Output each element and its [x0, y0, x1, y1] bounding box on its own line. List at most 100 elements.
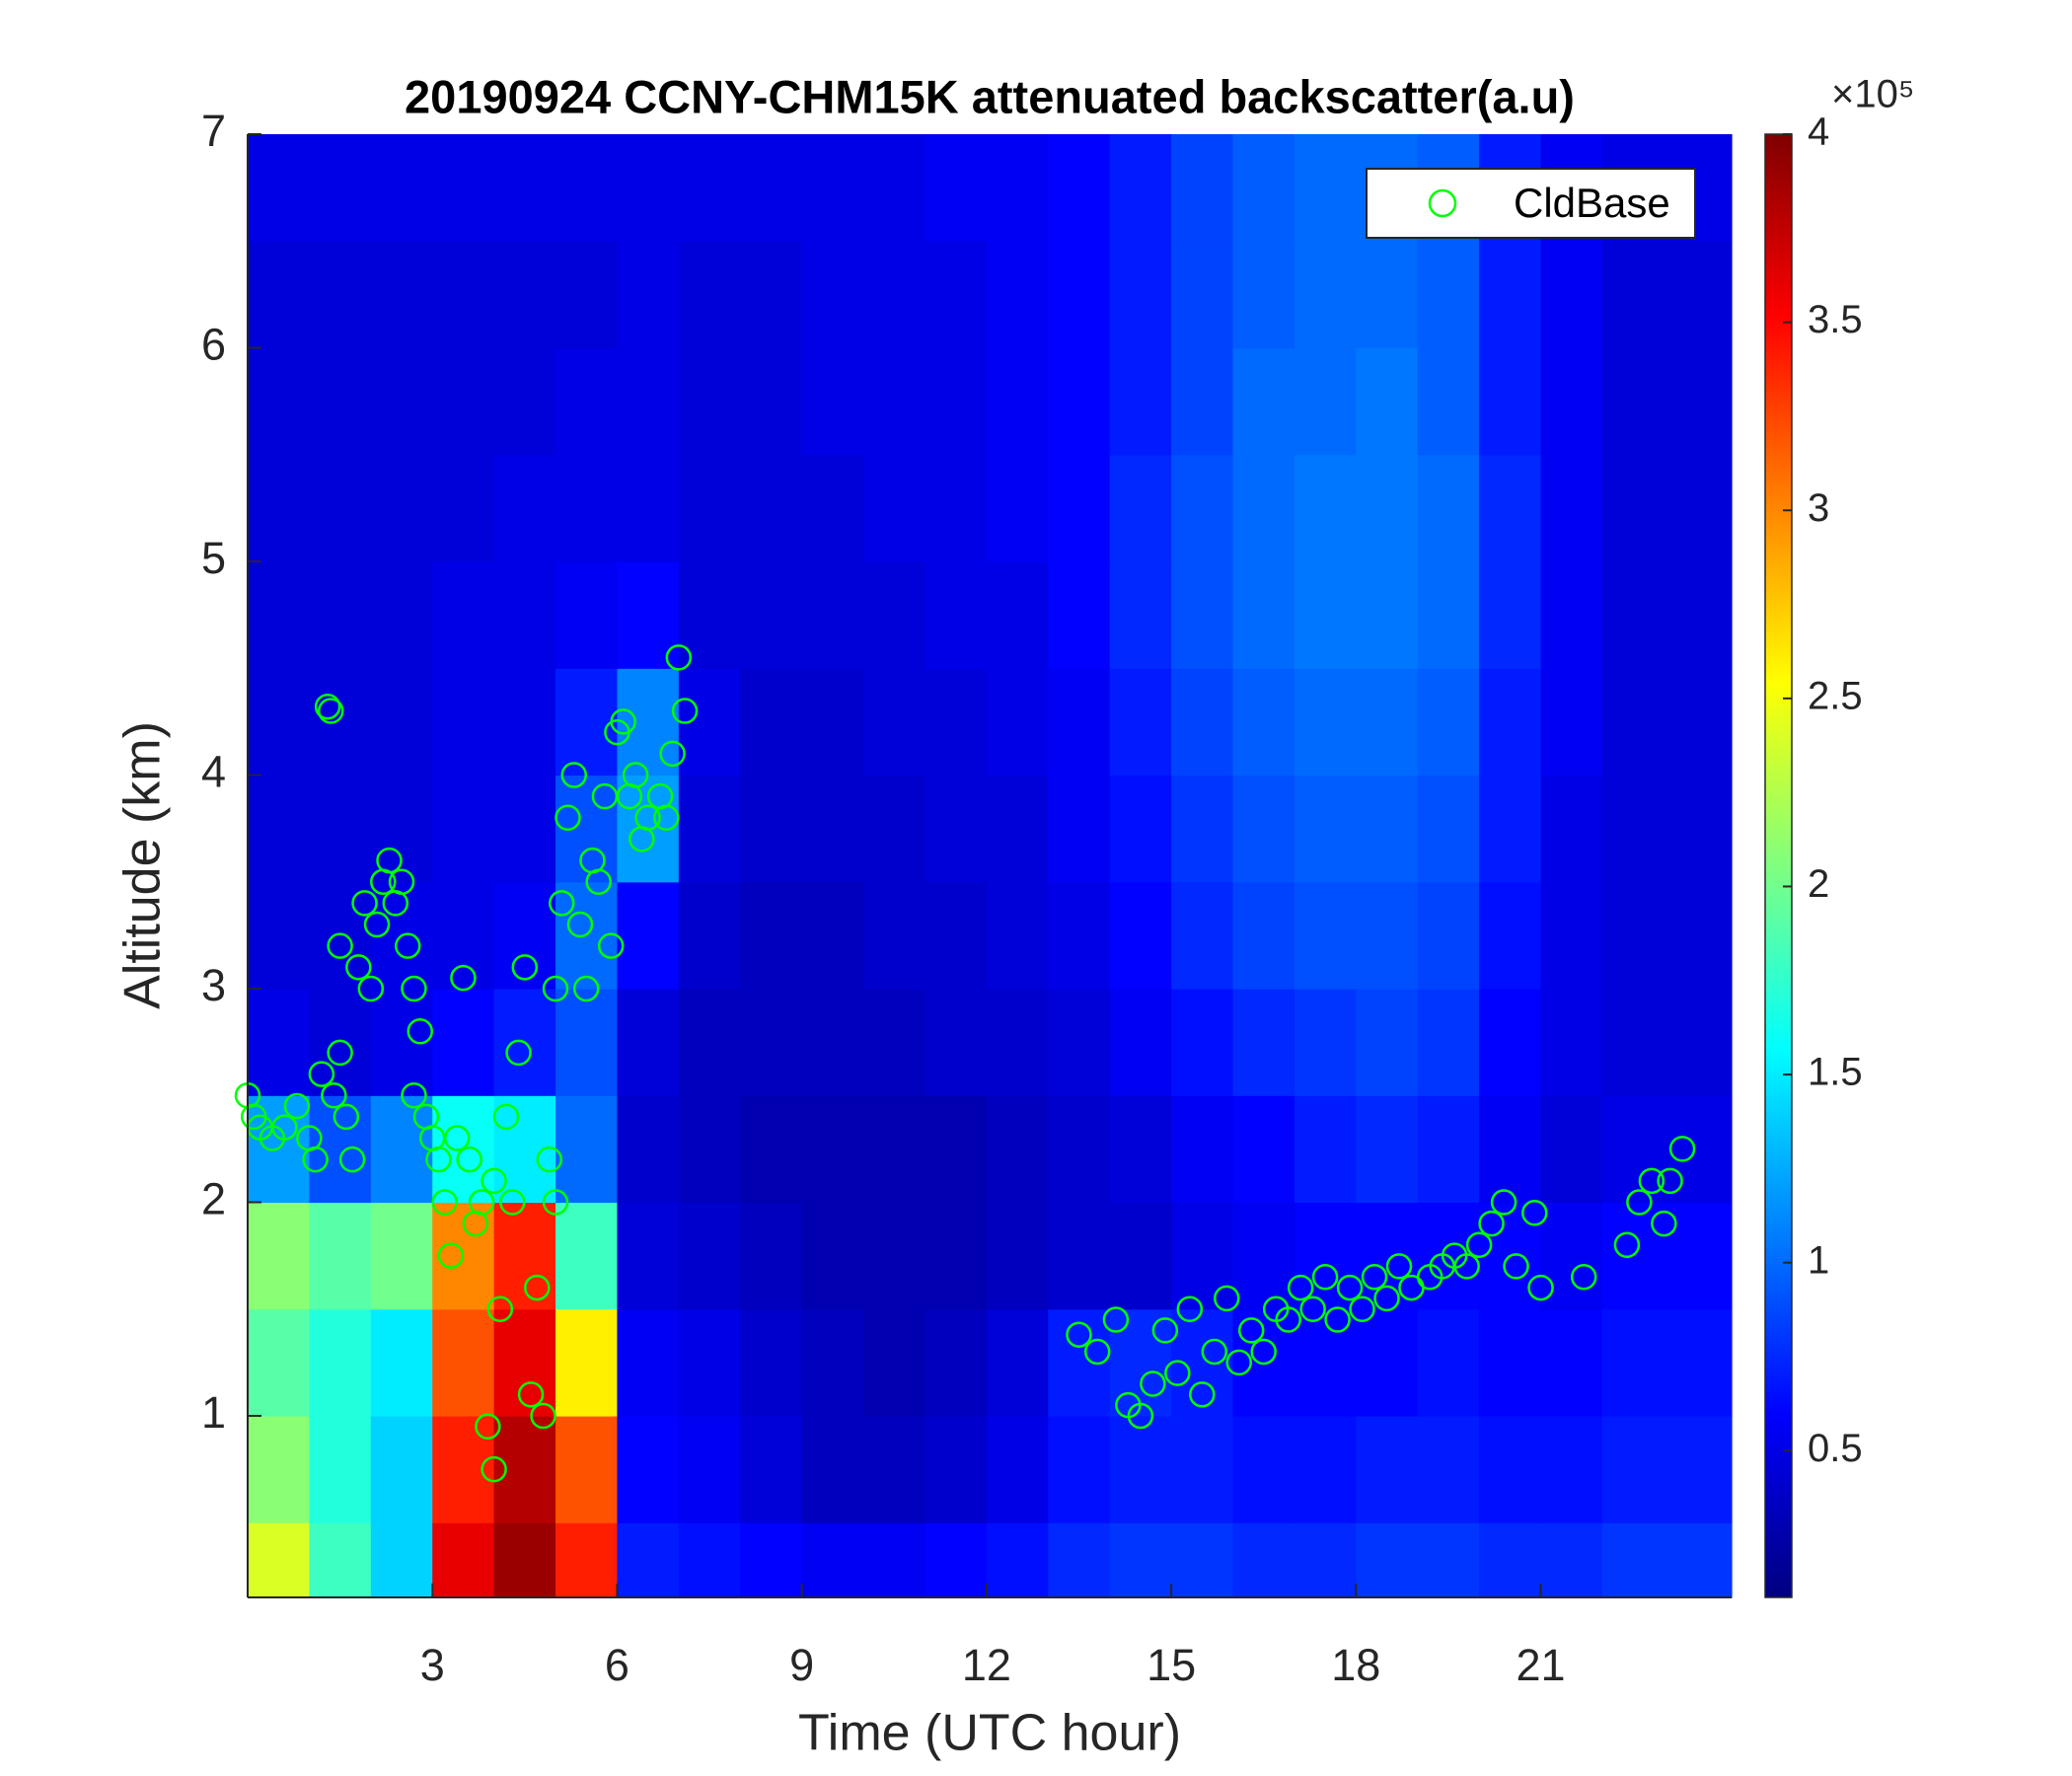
heatmap-cell [248, 560, 311, 669]
cloud-base-point [314, 693, 341, 720]
cloud-base-point [536, 1146, 563, 1173]
heatmap-cell [555, 560, 619, 669]
heatmap-cell [863, 668, 926, 777]
heatmap-cell [863, 775, 926, 883]
cloud-base-point [1299, 1295, 1326, 1322]
heatmap-cell [617, 881, 680, 990]
cloud-base-point [1626, 1189, 1653, 1216]
cloud-base-point [1638, 1167, 1665, 1195]
colorbar-tick-label: 2 [1808, 862, 1829, 906]
heatmap-cell [1232, 347, 1295, 456]
heatmap [248, 134, 1733, 1598]
x-tick-label: 18 [1331, 1640, 1380, 1690]
cloud-base-point [327, 1039, 353, 1067]
y-tick-label: 3 [201, 960, 226, 1010]
heatmap-cell [1048, 988, 1111, 1096]
heatmap-cell [432, 1415, 495, 1523]
heatmap-cell [1294, 668, 1357, 777]
heatmap-cell [1109, 241, 1172, 349]
cloud-base-point [1127, 1402, 1154, 1430]
cloud-base-point [1527, 1274, 1554, 1301]
heatmap-cell [1417, 241, 1480, 349]
heatmap-cell [1540, 1095, 1603, 1204]
cloud-base-point [468, 1189, 495, 1216]
heatmap-cell [1232, 881, 1295, 990]
heatmap-cell [555, 668, 619, 777]
cloud-base-point [437, 1242, 465, 1269]
legend-marker [1428, 188, 1457, 218]
heatmap-cell [309, 881, 372, 990]
heatmap-cell [1232, 134, 1295, 242]
cloud-base-point [1478, 1210, 1505, 1237]
heatmap-cell [1171, 881, 1234, 990]
cloud-base-point [511, 954, 539, 981]
heatmap-cell [1171, 454, 1234, 562]
heatmap-cell [432, 668, 495, 777]
heatmap-cell [1109, 347, 1172, 456]
cloud-base-point [1250, 1338, 1277, 1366]
cloud-base-point [395, 932, 421, 959]
heatmap-cell [863, 560, 926, 669]
heatmap-cell [1540, 668, 1603, 777]
cloud-base-point [345, 954, 372, 981]
heatmap-cell [1171, 1202, 1234, 1310]
heatmap-cell [740, 560, 803, 669]
heatmap-cell [555, 1522, 619, 1598]
heatmap-cell [925, 1308, 988, 1417]
heatmap-cell [1540, 988, 1603, 1096]
heatmap-cell [678, 347, 741, 456]
heatmap-cell [248, 988, 311, 1096]
heatmap-cell [1171, 1522, 1234, 1598]
heatmap-cell [678, 1522, 741, 1598]
cloud-base-point [597, 932, 625, 959]
heatmap-cell [1048, 1202, 1111, 1310]
cloud-base-point [1570, 1264, 1597, 1291]
heatmap-cell [617, 347, 680, 456]
heatmap-cell [370, 1095, 433, 1204]
heatmap-cell [370, 775, 433, 883]
heatmap-cell [1356, 347, 1419, 456]
heatmap-cell [1294, 134, 1357, 242]
heatmap-cell [925, 1415, 988, 1523]
heatmap-cell [1294, 1095, 1357, 1204]
heatmap-cell [1479, 560, 1542, 669]
heatmap-cell [740, 1202, 803, 1310]
y-tick-label: 1 [201, 1387, 226, 1438]
heatmap-cell [493, 347, 556, 456]
heatmap-cell [678, 881, 741, 990]
cloud-base-point [492, 1103, 520, 1131]
heatmap-cell [370, 668, 433, 777]
heatmap-cell [1540, 347, 1603, 456]
heatmap-cell [863, 1308, 926, 1417]
cloud-base-point [401, 975, 427, 1002]
heatmap-cell [432, 1308, 495, 1417]
heatmap-cell [986, 560, 1049, 669]
heatmap-cell [740, 881, 803, 990]
heatmap-cell [309, 134, 372, 242]
cloud-base-point [376, 847, 403, 874]
cloud-base-point [1657, 1167, 1683, 1195]
heatmap-cell [1479, 347, 1542, 456]
cloud-base-point [555, 804, 581, 832]
heatmap-cell [986, 1095, 1049, 1204]
heatmap-cell [493, 241, 556, 349]
heatmap-cell [801, 775, 864, 883]
heatmap-cell [925, 241, 988, 349]
cloud-base-point [634, 804, 661, 832]
heatmap-cell [1417, 775, 1480, 883]
heatmap-cell [432, 1522, 495, 1598]
heatmap-cell [1356, 1415, 1419, 1523]
heatmap-cell [1232, 560, 1295, 669]
cloud-base-point [481, 1167, 507, 1195]
heatmap-cell [678, 988, 741, 1096]
heatmap-cell [1109, 560, 1172, 669]
heatmap-cell [1048, 881, 1111, 990]
heatmap-cell [1664, 1308, 1733, 1417]
heatmap-cell [370, 1522, 433, 1598]
heatmap-cell [1294, 241, 1357, 349]
heatmap-cell [1294, 775, 1357, 883]
cloud-base-point [1465, 1231, 1493, 1259]
heatmap-cell [678, 1202, 741, 1310]
heatmap-cell [801, 560, 864, 669]
cloud-base-point [505, 1039, 532, 1067]
